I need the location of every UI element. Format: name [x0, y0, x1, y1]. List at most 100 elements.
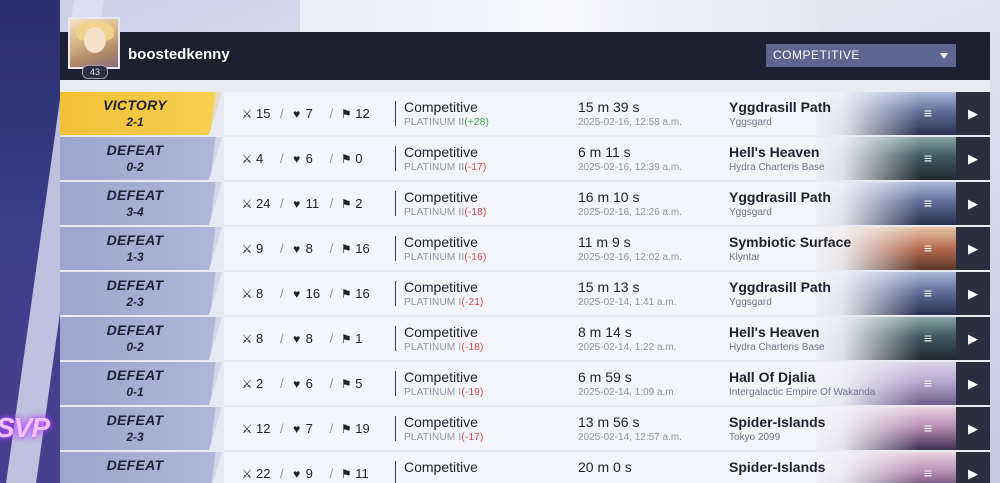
deaths-value: 6: [305, 151, 313, 166]
rank-tier: PLATINUM I: [404, 432, 462, 443]
deaths-value: 8: [305, 241, 313, 256]
menu-icon[interactable]: ≡: [923, 330, 933, 346]
assists-icon: ⚑: [340, 332, 352, 346]
menu-icon[interactable]: ≡: [923, 375, 933, 391]
menu-icon[interactable]: ≡: [923, 420, 933, 436]
result-badge: DEFEAT 0-2: [60, 317, 222, 360]
map-name: Spider-Islands: [729, 459, 826, 475]
stat-separator: /: [280, 331, 284, 346]
play-replay-button[interactable]: ▶: [956, 227, 990, 270]
deaths-icon: ♥: [293, 152, 301, 166]
assists-icon: ⚑: [340, 152, 352, 166]
match-duration: 15 m 13 s: [578, 279, 640, 295]
result-score: 0-2: [126, 160, 144, 174]
menu-icon[interactable]: ≡: [923, 285, 933, 301]
result-score: 2-3: [126, 430, 144, 444]
match-row[interactable]: DEFEAT 3-4 ⚔ 24 / ♥ 11 / ⚑ 2 Competitive PLATINUM I…: [60, 182, 990, 225]
kills-value: 22: [256, 466, 271, 481]
match-row[interactable]: DEFEAT 1-3 ⚔ 9 / ♥ 8 / ⚑ 16 Competitive PLATINUM II…: [60, 227, 990, 270]
menu-icon[interactable]: ≡: [923, 465, 933, 481]
avatar[interactable]: [68, 17, 120, 69]
play-replay-button[interactable]: ▶: [956, 407, 990, 450]
kills-value: 2: [256, 376, 264, 391]
play-replay-button[interactable]: ▶: [956, 317, 990, 360]
assists-value: 19: [355, 421, 370, 436]
match-row[interactable]: DEFEAT ⚔ 22 / ♥ 9 / ⚑ 11 Competitive 20 m 0 s Spide…: [60, 452, 990, 483]
match-row[interactable]: DEFEAT 2-3 ⚔ 12 / ♥ 7 / ⚑ 19 Competitive PLATINUM I…: [60, 407, 990, 450]
deaths-icon: ♥: [293, 107, 301, 121]
kda-stats: ⚔ 12 / ♥ 7 / ⚑ 19: [240, 421, 373, 436]
stat-separator: /: [280, 196, 284, 211]
map-region: Klyntar: [729, 252, 761, 263]
stat-separator: /: [329, 376, 334, 391]
map-region: Hydra Charteris Base: [729, 162, 825, 173]
stat-separator: /: [329, 106, 334, 121]
kda-stats: ⚔ 4 / ♥ 6 / ⚑ 0: [240, 151, 373, 166]
match-duration: 16 m 10 s: [578, 189, 640, 205]
match-date: 2025-02-14, 1:22 a.m.: [578, 342, 677, 353]
match-date: 2025-02-14, 1:09 a.m.: [578, 387, 677, 398]
kda-stats: ⚔ 8/♥ 8/⚑ 1: [240, 331, 373, 346]
level-badge: 43: [82, 65, 108, 79]
assists-value: 16: [355, 241, 370, 256]
stat-separator: /: [280, 151, 284, 166]
play-replay-button[interactable]: ▶: [956, 362, 990, 405]
kills-value: 12: [256, 421, 271, 436]
play-replay-button[interactable]: ▶: [956, 272, 990, 315]
deaths-icon: ♥: [293, 377, 301, 391]
rank-info: PLATINUM I(-18): [404, 342, 484, 353]
result-badge: VICTORY 2-1: [60, 92, 222, 135]
menu-icon[interactable]: ≡: [923, 195, 933, 211]
match-duration: 8 m 14 s: [578, 324, 632, 340]
menu-icon[interactable]: ≡: [923, 240, 933, 256]
match-row[interactable]: DEFEAT 0-2 ⚔ 4 / ♥ 6 / ⚑ 0 Competitive PLATINUM II(…: [60, 137, 990, 180]
match-row[interactable]: VICTORY 2-1 ⚔ 15 / ♥ 7 / ⚑ 12 Competitive PLATINUM …: [60, 92, 990, 135]
play-replay-button[interactable]: ▶: [956, 452, 990, 483]
match-date: 2025-02-16, 12:26 a.m.: [578, 207, 682, 218]
match-duration: 13 m 56 s: [578, 414, 640, 430]
kills-icon: ⚔: [241, 152, 253, 166]
result-badge: DEFEAT 2-3: [60, 272, 222, 315]
deaths-value: 6: [305, 376, 313, 391]
map-name: Hell's Heaven: [729, 144, 820, 160]
kills-icon: ⚔: [241, 107, 253, 121]
match-row[interactable]: DEFEAT 0-2 ⚔ 8/♥ 8/⚑ 1 Competitive PLATINUM I(-…: [60, 317, 990, 360]
kda-stats: ⚔ 24 / ♥ 11 / ⚑ 2: [240, 196, 373, 211]
column-divider: [395, 371, 396, 396]
deaths-value: 16: [305, 286, 321, 301]
match-row[interactable]: DEFEAT 0-1 ⚔ 2 / ♥ 6 / ⚑ 5 Competitive PLATINUM I(-…: [60, 362, 990, 405]
kda-stats: ⚔ 9 / ♥ 8 / ⚑ 16: [240, 241, 373, 256]
match-date: 2025-02-16, 12:58 a.m.: [578, 117, 682, 128]
play-replay-button[interactable]: ▶: [956, 92, 990, 135]
map-name: Yggdrasill Path: [729, 99, 831, 115]
game-mode: Competitive: [404, 459, 478, 475]
menu-icon[interactable]: ≡: [923, 150, 933, 166]
column-divider: [395, 416, 396, 441]
match-row[interactable]: DEFEAT 2-3 ⚔ 8/♥ 16/⚑ 16 Competitive PLATINUM I…: [60, 272, 990, 315]
rank-info: PLATINUM II(+28): [404, 117, 489, 128]
menu-icon[interactable]: ≡: [923, 105, 933, 121]
chevron-down-icon: [940, 53, 948, 59]
kda-stats: ⚔ 22 / ♥ 9 / ⚑ 11: [240, 466, 373, 481]
match-date: 2025-02-16, 12:39 a.m.: [578, 162, 682, 173]
map-name: Symbiotic Surface: [729, 234, 852, 250]
kills-value: 24: [256, 196, 271, 211]
mode-dropdown[interactable]: COMPETITIVE: [766, 44, 956, 67]
result-badge: DEFEAT 3-4: [60, 182, 222, 225]
assists-icon: ⚑: [340, 197, 352, 211]
play-replay-button[interactable]: ▶: [956, 182, 990, 225]
game-mode: Competitive: [404, 324, 478, 340]
stat-separator: /: [280, 106, 284, 121]
kills-icon: ⚔: [241, 242, 253, 256]
map-fade: [800, 407, 920, 450]
deaths-icon: ♥: [293, 287, 301, 301]
deaths-value: 8: [305, 331, 313, 346]
rank-delta: (-21): [461, 297, 484, 308]
result-score: 1-3: [126, 250, 144, 264]
result-badge: DEFEAT 0-1: [60, 362, 222, 405]
play-replay-button[interactable]: ▶: [956, 137, 990, 180]
rank-delta: (-18): [461, 342, 484, 353]
result-label: DEFEAT: [106, 457, 164, 473]
stat-separator: /: [329, 421, 334, 436]
deaths-value: 7: [305, 106, 313, 121]
